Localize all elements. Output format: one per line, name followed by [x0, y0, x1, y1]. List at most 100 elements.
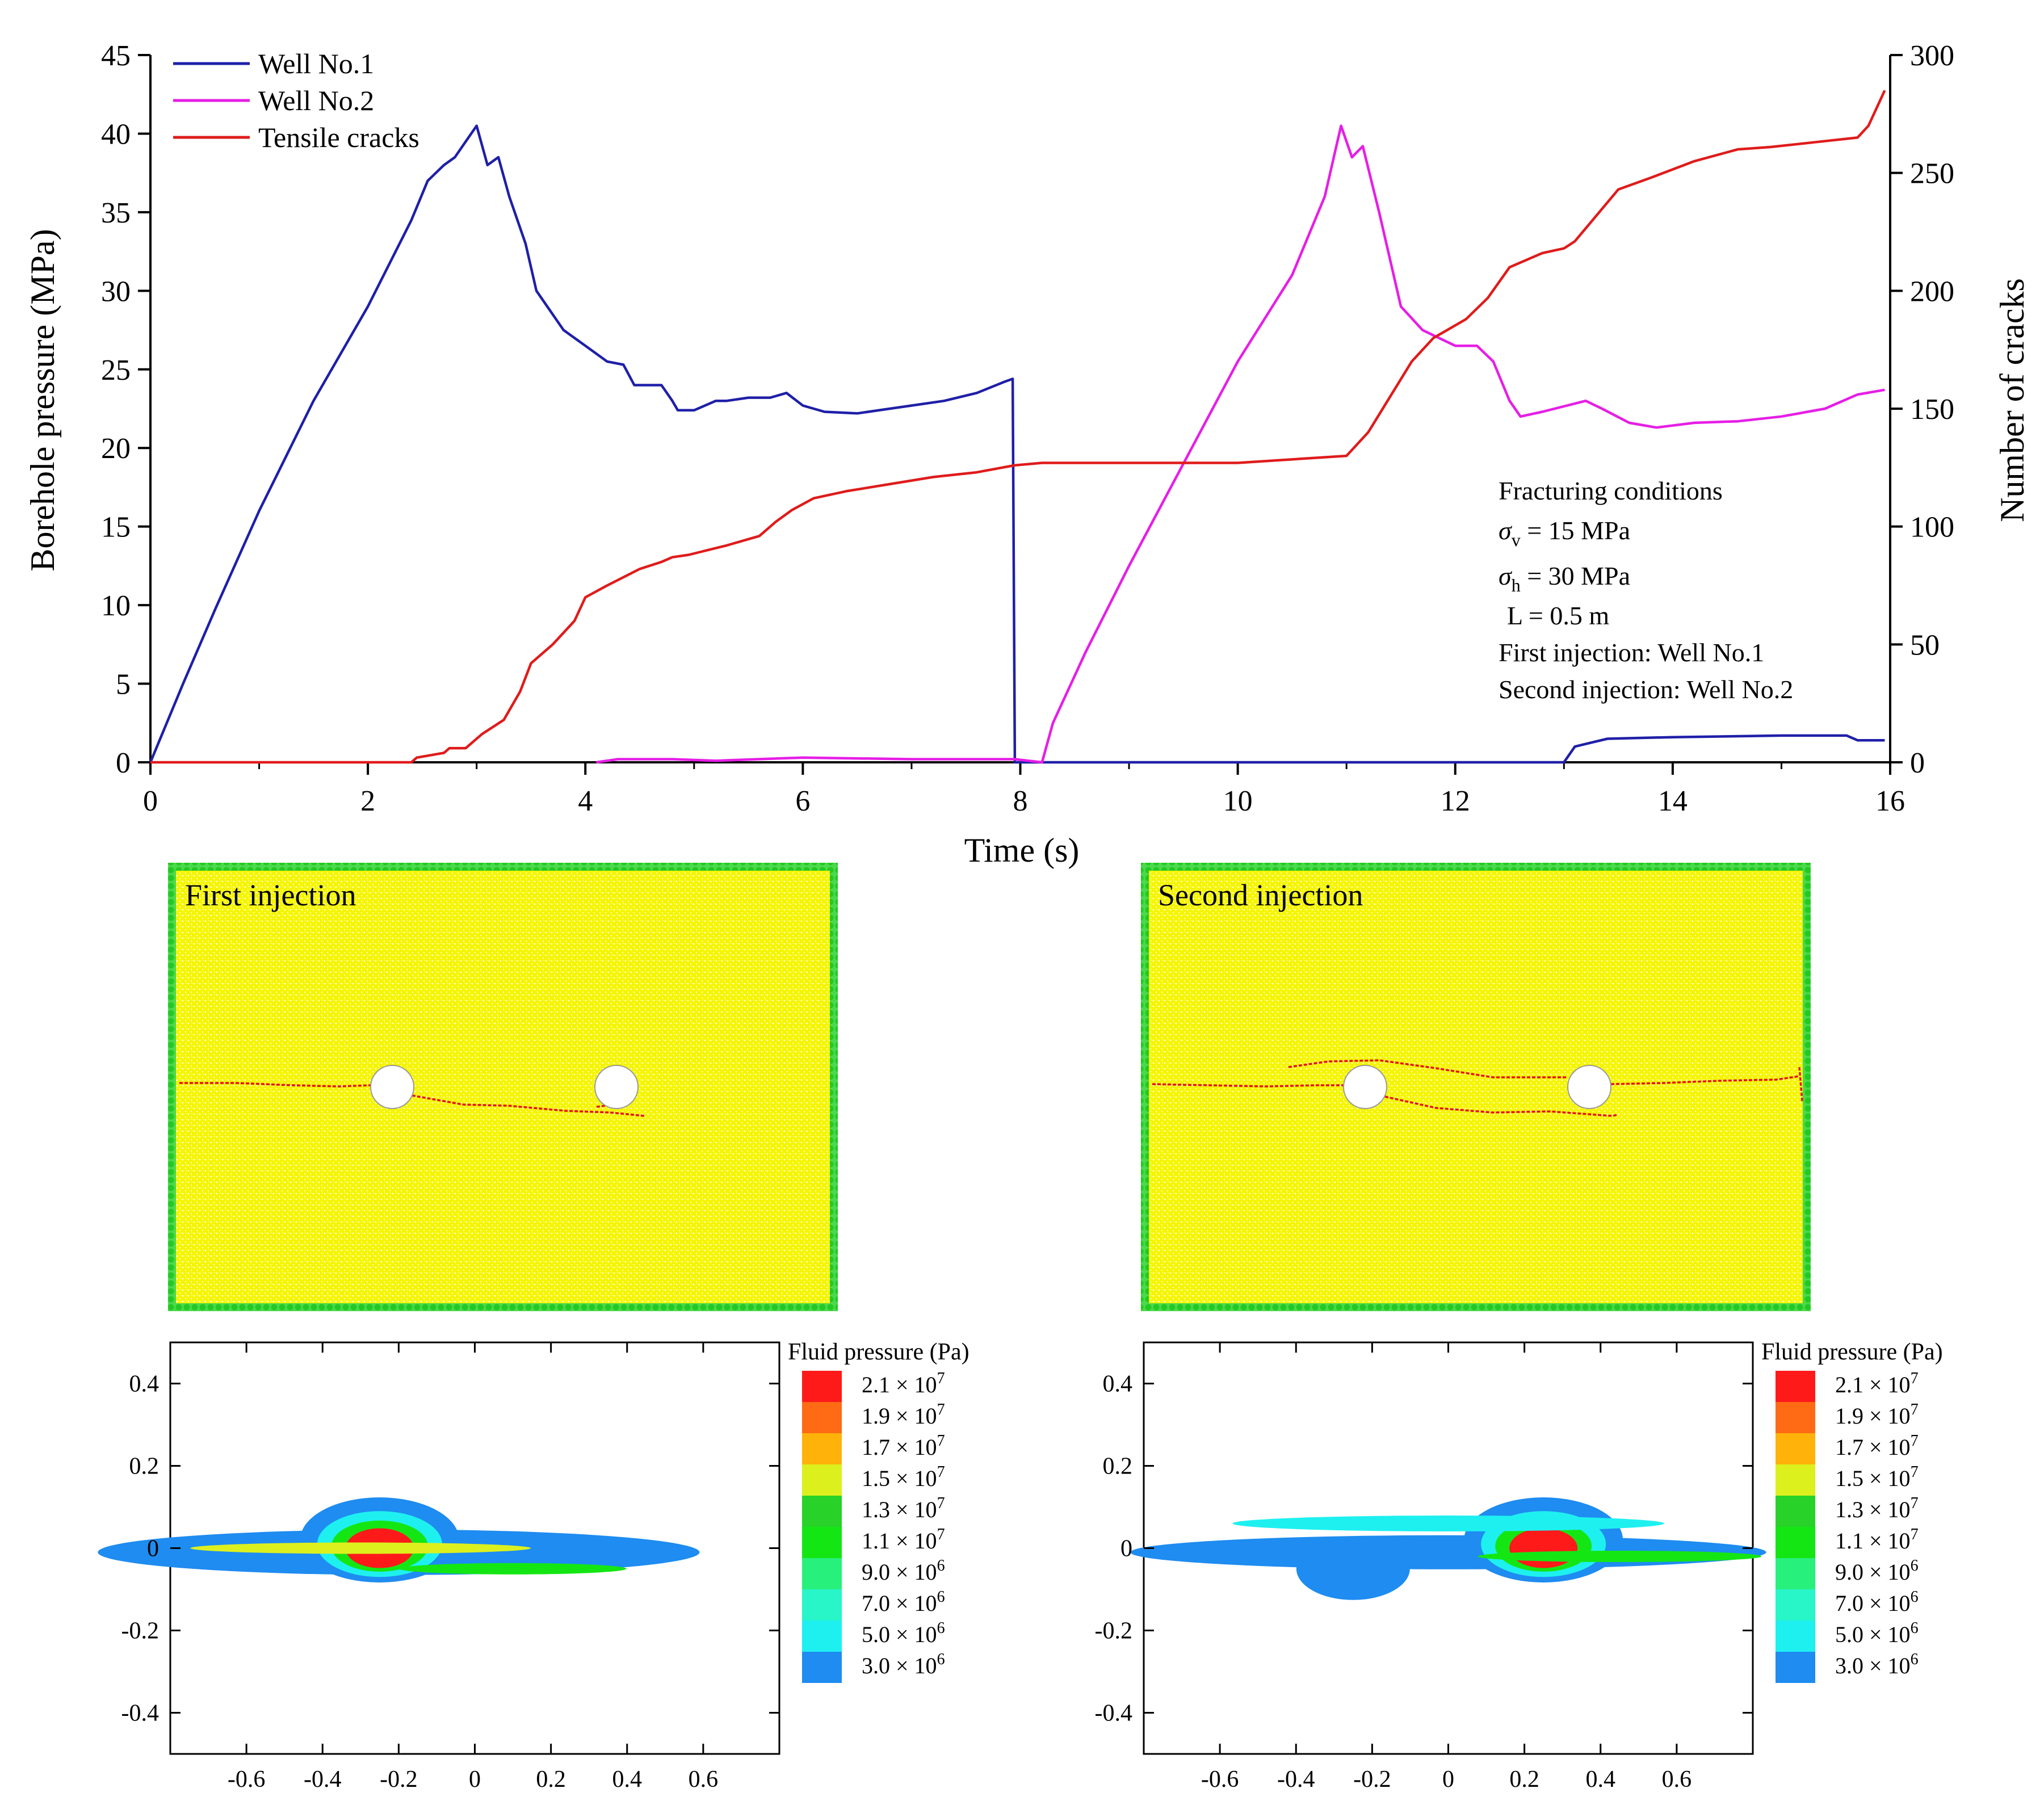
fp-x-tick-label: -0.4 — [304, 1766, 342, 1793]
colorbar-label: 2.1 × 107 — [1835, 1370, 1919, 1397]
fp-x-tick-label: -0.4 — [1277, 1766, 1315, 1793]
crack-path — [412, 1094, 645, 1117]
main-axes: 0 2 4 6 8 10 12 14 16051015202530354045050100150… — [101, 40, 1954, 817]
y2-tick-label: 100 — [1910, 511, 1954, 544]
fp-y-tick-label: 0.2 — [1103, 1454, 1133, 1480]
colorbar-label: 5.0 × 106 — [1835, 1619, 1919, 1647]
y-tick-label: 20 — [101, 433, 131, 465]
colorbar-swatch — [802, 1496, 842, 1527]
fp-x-tick-label: 0.2 — [536, 1766, 566, 1793]
note-line-sigma-v: σv = 15 MPa — [1499, 516, 1630, 550]
crack-path — [1610, 1075, 1800, 1085]
particle-model-first: First injection — [168, 863, 838, 1311]
colorbar-label: 5.0 × 106 — [862, 1619, 945, 1647]
fp-x-tick-label: -0.2 — [1353, 1766, 1391, 1793]
colorbar-label: 1.9 × 107 — [862, 1401, 945, 1429]
fp-y-tick-label: 0 — [147, 1536, 159, 1562]
colorbar-swatch — [802, 1558, 842, 1589]
borehole — [594, 1065, 639, 1109]
fp-x-tick-label: 0 — [469, 1766, 481, 1793]
x-tick-label: 2 — [360, 785, 375, 817]
pressure-contour — [399, 1563, 627, 1575]
pressure-contour — [1296, 1537, 1410, 1600]
y-axis-title: Borehole pressure (MPa) — [24, 229, 61, 571]
colorbar-label: 1.5 × 107 — [862, 1463, 945, 1491]
y-tick-label: 5 — [116, 669, 131, 701]
legend: Well No.1 Well No.2 Tensile cracks — [173, 48, 419, 153]
note-line-first-injection: First injection: Well No.1 — [1499, 638, 1764, 667]
colorbar-label: 3.0 × 106 — [862, 1651, 945, 1678]
y2-tick-label: 300 — [1910, 40, 1954, 72]
pressure-contour — [1478, 1551, 1762, 1562]
colorbar-label: 9.0 × 106 — [862, 1557, 945, 1585]
crack-path — [1384, 1095, 1618, 1117]
x-tick-label: 12 — [1441, 785, 1470, 817]
main-series — [149, 90, 1886, 764]
colorbar-swatch — [1776, 1464, 1815, 1496]
y2-tick-label: 250 — [1910, 158, 1954, 190]
colorbar-label: 9.0 × 106 — [1835, 1557, 1919, 1585]
colorbar-label: 1.3 × 107 — [862, 1495, 945, 1522]
fp-x-tick-label: 0.4 — [1586, 1766, 1616, 1793]
x-tick-label: 10 — [1223, 785, 1253, 817]
colorbar-swatch — [1776, 1527, 1815, 1558]
borehole — [370, 1065, 414, 1109]
colorbar-swatch — [802, 1464, 842, 1496]
y2-tick-label: 0 — [1910, 747, 1925, 779]
y-tick-label: 30 — [101, 275, 131, 308]
note-line-sigma-h: σh = 30 MPa — [1499, 561, 1630, 595]
model-particles — [1149, 871, 1803, 1303]
colorbar-swatch — [1776, 1402, 1815, 1433]
y-tick-label: 0 — [116, 747, 131, 779]
y-tick-label: 45 — [101, 40, 131, 72]
fp-y-tick-label: -0.4 — [1095, 1701, 1133, 1727]
crack-path — [1152, 1083, 1344, 1088]
y-tick-label: 15 — [101, 511, 131, 544]
fracturing-conditions-note: Fracturing conditions σv = 15 MPa σh = 3… — [1499, 476, 1793, 704]
colorbar-swatch — [1776, 1621, 1815, 1652]
x-tick-label: 4 — [578, 785, 593, 817]
colorbar-label: 7.0 × 106 — [862, 1588, 945, 1616]
colorbar-swatch — [802, 1402, 842, 1433]
note-line-title: Fracturing conditions — [1499, 476, 1723, 505]
colorbar-label: 7.0 × 106 — [1835, 1588, 1919, 1616]
x-axis-title: Time (s) — [964, 832, 1080, 869]
fluid-pressure-plot-second: -0.6 -0.4 -0.2 0 0.2 0.4 0.6 0.4 0.2 0 -0.2 -0.4 Flu… — [1095, 1339, 1943, 1793]
legend-label: Well No.1 — [258, 48, 374, 79]
colorbar-label: 1.5 × 107 — [1835, 1463, 1919, 1491]
colorbar-label: 1.7 × 107 — [1835, 1432, 1919, 1460]
colorbar-swatch — [802, 1433, 842, 1464]
pressure-contour — [190, 1542, 531, 1554]
colorbar-label: 2.1 × 107 — [862, 1370, 945, 1397]
colorbar-swatch — [1776, 1371, 1815, 1402]
colorbar-label: 3.0 × 106 — [1835, 1651, 1919, 1678]
colorbar-swatch — [802, 1589, 842, 1621]
x-tick-label: 8 — [1013, 785, 1028, 817]
colorbar-swatch — [802, 1652, 842, 1683]
note-line-length: L = 0.5 m — [1507, 601, 1609, 630]
x-tick-label: 0 — [143, 785, 158, 817]
panel-label: Second injection — [1158, 878, 1363, 912]
borehole — [1567, 1065, 1611, 1109]
borehole — [1343, 1065, 1387, 1109]
series-line-tensile-cracks — [150, 90, 1886, 764]
colorbar-swatch — [802, 1371, 842, 1402]
colorbar-label: 1.1 × 107 — [1835, 1526, 1919, 1554]
x-tick-label: 6 — [795, 785, 810, 817]
y-tick-label: 10 — [101, 590, 131, 622]
legend-label: Tensile cracks — [258, 121, 419, 153]
y2-tick-label: 50 — [1910, 629, 1940, 661]
colorbar-label: 1.3 × 107 — [1835, 1495, 1919, 1522]
colorbar-swatch — [802, 1527, 842, 1558]
particle-model-second: Second injection — [1141, 863, 1811, 1311]
fp-y-tick-label: 0.2 — [129, 1454, 160, 1480]
series-line-well-no-2 — [596, 124, 1885, 764]
main-line-chart: 0 2 4 6 8 10 12 14 16051015202530354045050100150… — [24, 40, 2031, 869]
fp-x-tick-label: 0.4 — [612, 1766, 643, 1793]
y-tick-label: 25 — [101, 354, 131, 387]
fp-x-tick-label: 0.6 — [689, 1766, 719, 1793]
fp-x-tick-label: 0.6 — [1662, 1766, 1692, 1793]
fp-x-tick-label: -0.6 — [228, 1766, 266, 1793]
legend-label: Well No.2 — [258, 85, 374, 116]
